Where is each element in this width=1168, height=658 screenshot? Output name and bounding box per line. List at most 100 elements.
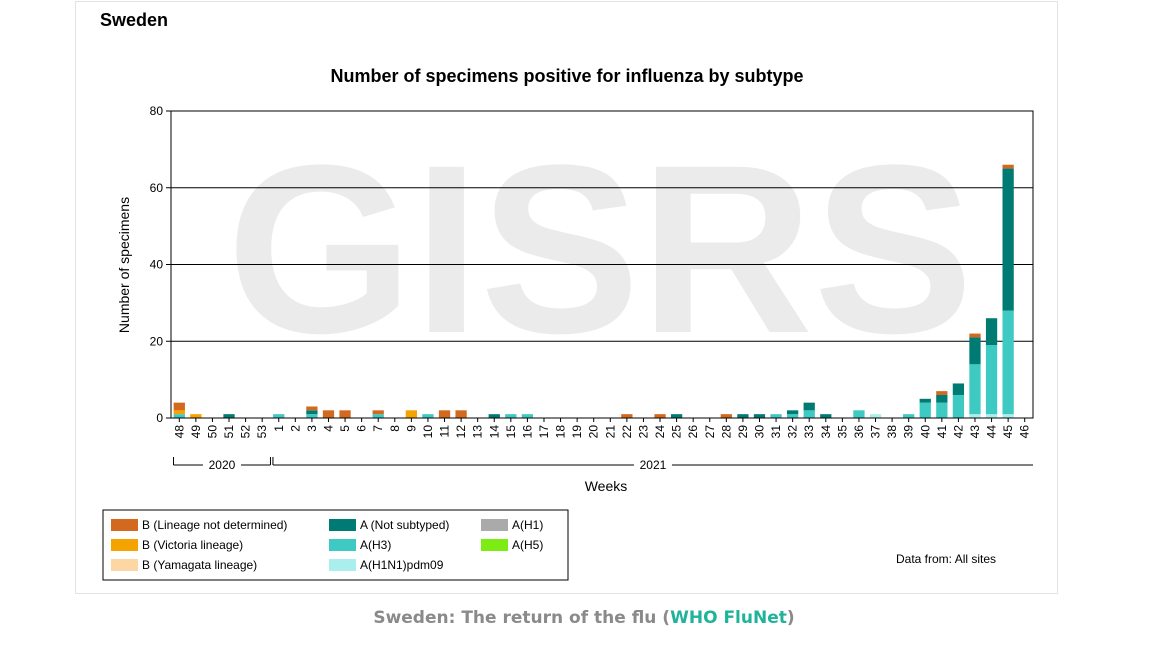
- x-axis-label: Weeks: [585, 478, 628, 494]
- legend-label: A(H1N1)pdm09: [360, 558, 444, 572]
- x-axis-ticks: 48 49 50 51 52 53 1 2 3 4 5 6 7 8 9 10 11 12 13 14 15 16 17 18 1…: [172, 418, 1032, 439]
- x-tick-label: 40: [918, 425, 932, 439]
- bar-segment: [936, 394, 948, 403]
- bar-segment: [173, 410, 185, 415]
- legend-swatch: [481, 539, 508, 551]
- x-tick-label: 50: [205, 425, 219, 439]
- bar-segment: [438, 410, 451, 418]
- bar-segment: [853, 410, 865, 418]
- x-tick-label: 45: [1001, 425, 1015, 439]
- bar-segment: [339, 410, 351, 418]
- caption: Sweden: The return of the flu (WHO FluNe…: [0, 608, 1168, 628]
- bar-segment: [455, 410, 467, 418]
- y-axis-ticks: 0 20 40 60 80: [150, 104, 171, 425]
- x-tick-label: 12: [454, 425, 468, 439]
- x-tick-label: 7: [371, 425, 385, 432]
- x-tick-label: 32: [786, 425, 800, 439]
- x-tick-label: 41: [935, 425, 949, 439]
- bar-segment: [306, 410, 318, 415]
- chart-title: Number of specimens positive for influen…: [330, 66, 803, 86]
- legend-label: A(H1): [512, 518, 543, 532]
- x-tick-label: 4: [321, 425, 335, 432]
- bar-segment: [969, 337, 981, 365]
- legend: B (Lineage not determined) B (Victoria li…: [111, 518, 543, 572]
- y-tick-label: 60: [150, 181, 164, 195]
- source-link[interactable]: WHO FluNet: [670, 608, 787, 628]
- legend-swatch: [481, 519, 508, 531]
- x-tick-label: 29: [736, 425, 750, 439]
- x-tick-label: 15: [504, 425, 518, 439]
- x-tick-label: 39: [902, 425, 916, 439]
- bar-segment: [786, 414, 799, 418]
- x-tick-label: 1: [272, 425, 286, 432]
- x-tick-label: 8: [388, 425, 402, 432]
- bar-segment: [969, 414, 981, 418]
- source-note: Data from: All sites: [896, 552, 996, 566]
- bar-segment: [969, 364, 981, 415]
- x-tick-label: 43: [968, 425, 982, 439]
- bar-segment: [173, 402, 185, 411]
- x-tick-label: 17: [537, 425, 551, 439]
- x-tick-label: 34: [819, 425, 833, 439]
- y-axis-label: Number of specimens: [116, 197, 132, 333]
- legend-swatch: [329, 559, 356, 571]
- bar-segment: [621, 414, 633, 418]
- x-tick-label: 27: [703, 425, 717, 439]
- x-tick-label: 18: [554, 425, 568, 439]
- x-tick-label: 24: [653, 425, 667, 439]
- bar-segment: [952, 383, 965, 395]
- year-label: 2021: [640, 458, 667, 472]
- x-tick-label: 10: [421, 425, 435, 439]
- x-tick-label: 13: [471, 425, 485, 439]
- bar-segment: [1002, 164, 1014, 169]
- bar-segment: [803, 402, 815, 411]
- y-tick-label: 80: [150, 104, 164, 118]
- bar-segment: [670, 414, 683, 418]
- legend-swatch: [111, 559, 138, 571]
- x-tick-label: 14: [487, 425, 501, 439]
- bar-segment: [306, 414, 318, 418]
- bar-segment: [720, 414, 732, 418]
- bar-segment: [936, 402, 948, 418]
- legend-label: A(H5): [512, 538, 543, 552]
- x-tick-label: 52: [239, 425, 253, 439]
- x-tick-label: 33: [802, 425, 816, 439]
- x-tick-label: 36: [852, 425, 866, 439]
- x-tick-label: 31: [769, 425, 783, 439]
- x-tick-label: 16: [520, 425, 534, 439]
- influenza-chart: GISRS Number of specimens positive for i…: [102, 66, 1034, 581]
- legend-label: A (Not subtyped): [360, 518, 449, 532]
- bar-segment: [985, 318, 998, 346]
- plot-frame: [170, 110, 1034, 419]
- bars: [173, 164, 1014, 418]
- bar-segment: [737, 414, 749, 418]
- bar-segment: [903, 414, 915, 418]
- y-tick-label: 20: [150, 334, 164, 348]
- bar-segment: [322, 410, 335, 418]
- bar-segment: [919, 398, 931, 403]
- bar-segment: [803, 410, 815, 418]
- watermark: GISRS: [227, 115, 974, 383]
- bar-segment: [985, 414, 998, 418]
- x-tick-label: 44: [985, 425, 999, 439]
- caption-text: Sweden: The return of the flu (: [373, 608, 671, 628]
- legend-label: A(H3): [360, 538, 391, 552]
- country-title: Sweden: [100, 10, 169, 30]
- bar-segment: [1002, 168, 1014, 311]
- bar-segment: [770, 414, 782, 418]
- legend-label: B (Lineage not determined): [142, 518, 287, 532]
- grid-lines: [171, 187, 1033, 342]
- x-tick-label: 26: [686, 425, 700, 439]
- x-tick-label: 49: [189, 425, 203, 439]
- x-tick-label: 3: [305, 425, 319, 432]
- bar-segment: [190, 414, 202, 418]
- x-tick-label: 21: [603, 425, 617, 439]
- legend-swatch: [111, 539, 138, 551]
- x-tick-label: 35: [835, 425, 849, 439]
- x-tick-label: 51: [222, 425, 236, 439]
- bar-segment: [521, 414, 534, 418]
- x-tick-label: 28: [719, 425, 733, 439]
- bar-segment: [372, 414, 384, 418]
- x-tick-label: 20: [587, 425, 601, 439]
- bar-segment: [936, 391, 948, 395]
